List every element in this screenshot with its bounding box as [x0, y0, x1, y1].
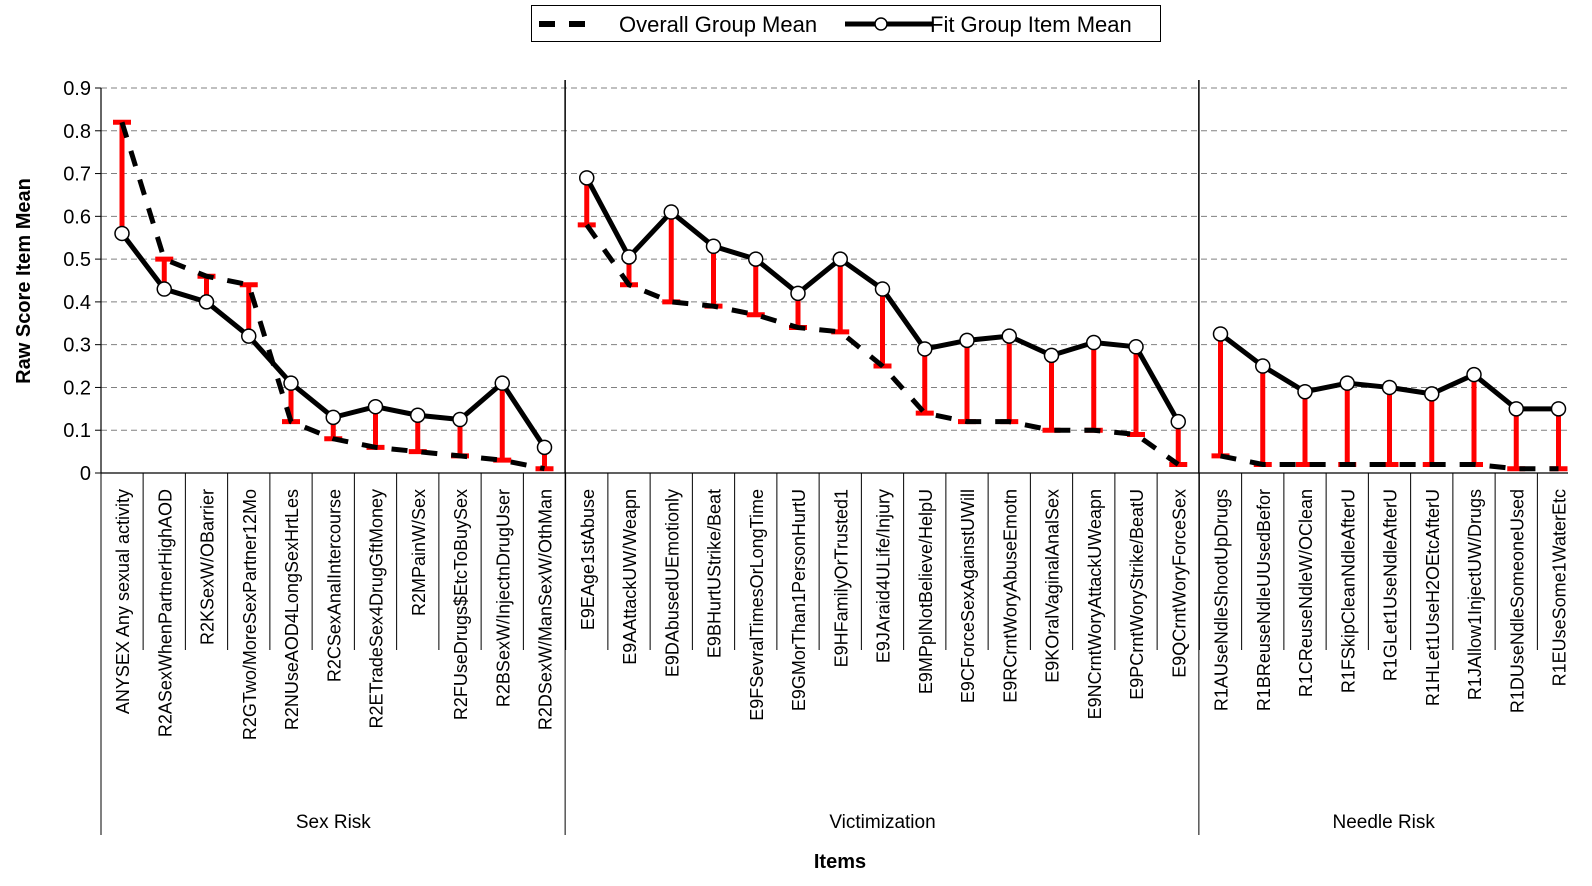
- x-tick-label: E9RCrntWoryAbuseEmotn: [1000, 489, 1020, 703]
- x-tick-label: E9JAraid4ULife/Injury: [874, 489, 894, 663]
- x-tick-label: R2ETradeSex4DrugGftMoney: [367, 489, 387, 728]
- x-tick-label: E9EAge1stAbuse: [578, 489, 598, 630]
- fit-mean-point: [1297, 383, 1313, 400]
- fit-mean-point: [917, 341, 933, 357]
- x-tick-label: E9HFamilyOrTrusted1: [831, 489, 851, 667]
- x-tick-label: E9NCrntWoryAttackUWeapn: [1085, 489, 1105, 719]
- fit-mean-point: [1001, 328, 1017, 344]
- y-tick-label: 0.9: [63, 78, 91, 100]
- fit-mean-series: [114, 170, 1567, 456]
- fit-mean-point: [748, 251, 764, 267]
- y-tick-label: 0.1: [63, 420, 91, 442]
- fit-mean-point: [790, 285, 806, 302]
- fit-mean-point: [1550, 401, 1567, 417]
- fit-mean-point: [1466, 366, 1482, 383]
- x-axis-title: Items: [814, 851, 866, 873]
- fit-mean-point: [325, 409, 341, 426]
- x-tick-label: R1BReuseNdleUUsedBefor: [1254, 489, 1274, 711]
- fit-mean-point: [1170, 413, 1186, 430]
- x-tick-label: E9MPplNotBelieve/HelpU: [916, 489, 936, 694]
- overall-mean-line: [584, 223, 1180, 467]
- x-tick-label: ANYSEX Any sexual activity: [113, 489, 133, 714]
- y-tick-label: 0.8: [63, 121, 91, 143]
- legend-swatches: [539, 17, 932, 31]
- fit-mean-point: [452, 411, 468, 428]
- fit-legend-label: Fit Group Item Mean: [930, 12, 1132, 37]
- fit-mean-point: [1212, 326, 1229, 342]
- overall-mean-series: [119, 121, 1559, 472]
- y-tick-label: 0.5: [63, 249, 91, 271]
- x-tick-label: E9PCrntWoryStrike/BeatU: [1127, 489, 1147, 700]
- group-label: Victimization: [829, 812, 935, 833]
- y-tick-label: 0: [80, 463, 91, 485]
- fit-mean-point: [283, 375, 299, 391]
- fit-mean-point: [1128, 339, 1144, 355]
- legend: Overall Group Mean Fit Group Item Mean: [531, 5, 1161, 42]
- overall-mean-line: [119, 121, 545, 472]
- y-tick-label: 0.3: [63, 335, 91, 357]
- x-tick-label: R1DUseNdleSomeoneUsed: [1507, 489, 1527, 713]
- x-tick-label: E9QCrntWoryForceSex: [1169, 489, 1189, 678]
- fit-mean-point: [1381, 379, 1398, 396]
- x-tick-label: E9GMorThan1PersonHurtU: [789, 489, 809, 711]
- fit-mean-point: [832, 251, 848, 267]
- x-tick-label: R2FUseDrugs$EtcToBuySex: [451, 489, 471, 720]
- axes: [95, 80, 1568, 835]
- x-tick-label: E9AAttackUW/Weapn: [620, 489, 640, 665]
- x-tick-label: R2ASexWhenPartnerHighAOD: [155, 489, 175, 737]
- fit-mean-point: [1339, 375, 1355, 391]
- fit-mean-point: [367, 398, 384, 415]
- fit-mean-point: [579, 170, 595, 186]
- x-tick-label: E9KOralVaginalAnalSex: [1043, 489, 1063, 683]
- y-tick-label: 0.7: [63, 164, 91, 186]
- fit-mean-point: [156, 281, 172, 297]
- overall-mean-line: [1220, 453, 1559, 472]
- x-tick-label: R1CReuseNdleW/OClean: [1296, 489, 1316, 697]
- x-tick-label: R2GTwo/MoreSexPartner12Mo: [240, 489, 260, 740]
- fit-mean-point: [1086, 334, 1102, 351]
- fit-mean-point: [959, 332, 975, 349]
- group-label: Needle Risk: [1332, 812, 1435, 833]
- fit-mean-point: [241, 328, 257, 344]
- fit-mean-point: [1508, 401, 1524, 417]
- fit-mean-point: [621, 249, 637, 265]
- x-tick-label: R2MPainW/Sex: [409, 489, 429, 616]
- fit-mean-point: [663, 204, 679, 220]
- fit-mean-point: [705, 238, 722, 255]
- axis-labels: 0 0.1 0.2 0.3 0.4 0.5 0.6 0.7 0.8 0.9 ANYSEX Any s…: [63, 78, 1569, 833]
- y-axis-title: Raw Score Item Mean: [13, 178, 35, 384]
- x-tick-label: R1HLet1UseH2OEtcAfterU: [1423, 489, 1443, 706]
- x-tick-label: R2BSexW/InjectnDrugUser: [493, 489, 513, 707]
- y-tick-label: 0.2: [63, 377, 91, 399]
- fit-mean-point: [410, 407, 426, 423]
- x-tick-label: R2DSexW/ManSexW/OthMan: [536, 489, 556, 730]
- fit-mean-point: [198, 294, 215, 310]
- fit-mean-point: [114, 225, 130, 242]
- x-tick-label: R1AUseNdleShootUpDrugs: [1212, 489, 1232, 711]
- x-tick-label: R2CSexAnalIntercourse: [324, 489, 344, 682]
- fit-mean-point: [1424, 386, 1440, 402]
- x-tick-label: R2KSexW/OBarrier: [198, 489, 218, 645]
- x-tick-label: R1FSkipCleanNdleAfterU: [1338, 489, 1358, 693]
- x-tick-label: R1JAllow1InjectUW/Drugs: [1465, 489, 1485, 700]
- x-tick-label: R1EUseSome1WaterEtc: [1550, 489, 1570, 686]
- x-tick-label: E9DAbusedUEmotionly: [662, 489, 682, 677]
- fit-mean-point: [494, 375, 510, 391]
- overall-legend-label: Overall Group Mean: [619, 12, 818, 37]
- x-tick-label: E9CForceSexAgainstUWill: [958, 489, 978, 703]
- x-tick-label: E9BHurtUStrike/Beat: [705, 489, 725, 658]
- fit-mean-point: [874, 281, 891, 297]
- y-tick-label: 0.4: [63, 292, 91, 314]
- fit-legend-marker: [874, 17, 888, 31]
- fit-mean-point: [1255, 358, 1271, 374]
- x-tick-label: R1GLet1UseNdleAfterU: [1381, 489, 1401, 681]
- group-label: Sex Risk: [296, 812, 371, 833]
- fit-mean-point: [1043, 347, 1060, 364]
- y-tick-label: 0.6: [63, 206, 91, 228]
- fit-mean-point: [536, 439, 553, 456]
- x-tick-label: R2NUseAOD4LongSexHrtLes: [282, 489, 302, 730]
- x-tick-label: E9FSevralTimesOrLongTime: [747, 489, 767, 721]
